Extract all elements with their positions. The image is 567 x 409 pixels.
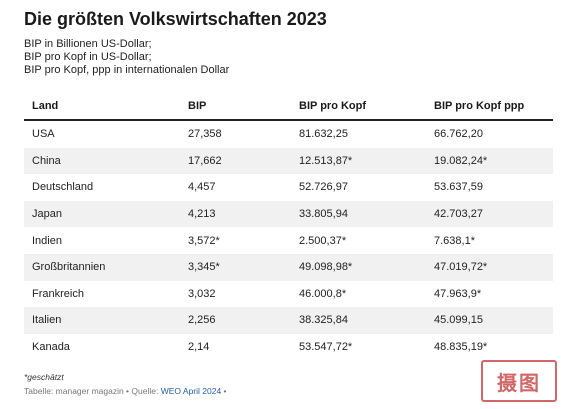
column-header-bip-pro-kopf-ppp[interactable]: BIP pro Kopf ppp	[426, 92, 553, 121]
table-row: China 17,662 12.513,87* 19.082,24*	[24, 147, 553, 175]
cell-land: Kanada	[32, 341, 70, 354]
table-row: Frankreich 3,032 46.000,8* 47.963,9*	[24, 281, 553, 308]
cell-bip-pro-kopf-ppp: 53.637,59	[434, 181, 483, 194]
cell-bip-pro-kopf: 46.000,8*	[299, 287, 347, 300]
cell-bip-pro-kopf-ppp: 66.762,20	[434, 128, 483, 141]
cell-bip-pro-kopf-ppp: 48.835,19*	[434, 341, 488, 354]
watermark-stamp-logo: 摄图	[481, 360, 557, 402]
table-row: Großbritannien 3,345* 49.098,98* 47.019,…	[24, 253, 553, 281]
column-header-bip-pro-kopf[interactable]: BIP pro Kopf	[291, 92, 426, 121]
column-header-bip[interactable]: BIP	[180, 92, 291, 121]
cell-land: Frankreich	[32, 287, 84, 300]
table-row: Italien 2,256 38.325,84 45.099,15	[24, 307, 553, 334]
cell-bip-pro-kopf-ppp: 45.099,15	[426, 307, 553, 334]
subtitle-line-2: BIP pro Kopf in US-Dollar;	[24, 51, 152, 63]
cell-bip: 2,256	[180, 307, 291, 334]
cell-land: Indien	[32, 234, 62, 247]
column-header-land[interactable]: Land	[24, 92, 180, 121]
cell-bip: 2,14	[188, 341, 210, 354]
cell-bip-pro-kopf-ppp: 47.963,9*	[434, 287, 482, 300]
cell-land: Italien	[24, 307, 180, 334]
table-row: Kanada 2,14 53.547,72* 48.835,19*	[24, 334, 553, 361]
table-figure: Die größten Volkswirtschaften 2023 BIP i…	[24, 8, 553, 360]
cell-land: USA	[32, 128, 55, 141]
cell-bip-pro-kopf: 81.632,25	[299, 128, 348, 141]
subtitle-line-1: BIP in Billionen US-Dollar;	[24, 38, 152, 50]
cell-bip: 4,457	[188, 181, 216, 194]
source-prefix: Tabelle: manager magazin • Quelle:	[24, 386, 161, 396]
cell-bip: 17,662	[180, 147, 291, 175]
cell-bip: 3,032	[188, 287, 216, 300]
cell-bip-pro-kopf: 52.726,97	[299, 181, 348, 194]
table-row: Indien 3,572* 2.500,37* 7.638,1*	[24, 227, 553, 254]
cell-bip: 27,358	[188, 128, 222, 141]
table-header-row: Land BIP BIP pro Kopf BIP pro Kopf ppp	[24, 92, 553, 121]
cell-bip-pro-kopf: 12.513,87*	[291, 147, 426, 175]
cell-land: Großbritannien	[24, 253, 180, 281]
cell-bip: 3,572*	[188, 234, 220, 247]
cell-land: Japan	[24, 200, 180, 228]
cell-bip-pro-kopf-ppp: 19.082,24*	[426, 147, 553, 175]
cell-bip-pro-kopf-ppp: 47.019,72*	[426, 253, 553, 281]
source-link[interactable]: WEO April 2024	[160, 386, 222, 396]
subtitle-line-3: BIP pro Kopf, ppp in internationalen Dol…	[24, 64, 230, 76]
cell-bip-pro-kopf: 53.547,72*	[299, 341, 353, 354]
table-row: Deutschland 4,457 52.726,97 53.637,59	[24, 174, 553, 201]
source-suffix: •	[221, 386, 227, 396]
cell-bip: 4,213	[180, 200, 291, 228]
economies-table: Land BIP BIP pro Kopf BIP pro Kopf ppp U…	[24, 92, 553, 360]
cell-bip-pro-kopf: 33.805,94	[291, 200, 426, 228]
cell-land: China	[24, 147, 180, 175]
cell-bip: 3,345*	[180, 253, 291, 281]
cell-bip-pro-kopf: 49.098,98*	[291, 253, 426, 281]
cell-land: Deutschland	[32, 181, 94, 194]
page-title: Die größten Volkswirtschaften 2023	[24, 9, 327, 29]
table-row: Japan 4,213 33.805,94 42.703,27	[24, 200, 553, 228]
cell-bip-pro-kopf: 38.325,84	[291, 307, 426, 334]
source-line: Tabelle: manager magazin • Quelle: WEO A…	[24, 386, 227, 396]
footnote-estimated: *geschätzt	[24, 372, 64, 382]
cell-bip-pro-kopf: 2.500,37*	[299, 234, 347, 247]
cell-bip-pro-kopf-ppp: 42.703,27	[426, 200, 553, 228]
table-row: USA 27,358 81.632,25 66.762,20	[24, 120, 553, 148]
cell-bip-pro-kopf-ppp: 7.638,1*	[434, 234, 475, 247]
